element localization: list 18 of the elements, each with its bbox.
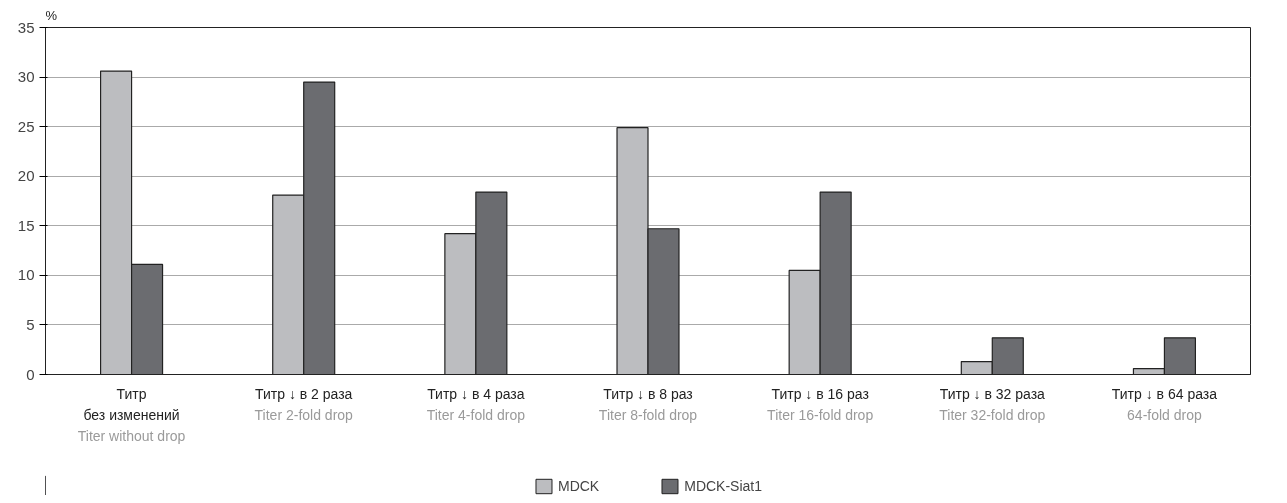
x-tick-label: Титр ↓ в 64 раза 64-fold drop [1111, 385, 1218, 423]
y-tick-label: 10 [17, 266, 35, 284]
y-tick-label: 20 [17, 167, 35, 185]
x-tick-label: Титр ↓ в 2 раза Titer 2-fold drop [254, 385, 354, 423]
y-tick-label: 0 [26, 365, 35, 383]
y-tick-label: 35 [17, 18, 35, 36]
y-tick-label: 5 [26, 315, 35, 333]
y-tick-label: 15 [17, 216, 35, 234]
legend-label: MDCK [557, 478, 600, 494]
x-tick-label: Титр ↓ в 4 раза Titer 4-fold drop [426, 385, 526, 423]
y-tick-label: 25 [17, 117, 35, 135]
legend-label: MDCK-Siat1 [684, 478, 763, 494]
x-tick-label: Титр ↓ в 32 раза Titer 32-fold drop [939, 385, 1046, 423]
y-tick-label: 30 [17, 68, 35, 86]
x-tick-label: Титр ↓ в 8 раз Titer 8-fold drop [598, 385, 698, 423]
x-tick-label: Титр ↓ в 16 раз Titer 16-fold drop [767, 385, 874, 423]
y-axis-title: % [45, 7, 58, 23]
x-tick-label: Титр без изменений Titer without drop [77, 385, 186, 445]
